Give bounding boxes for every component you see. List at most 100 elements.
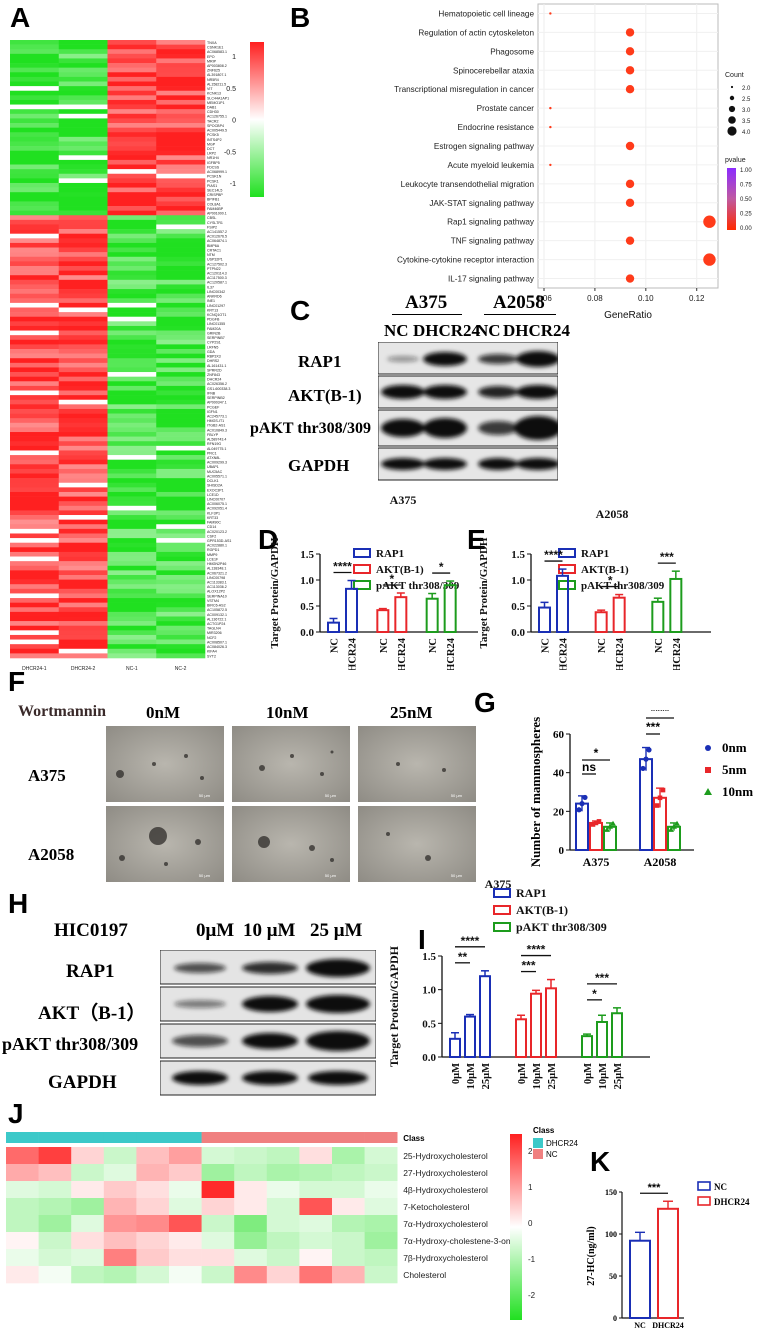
- heatmap-a-cell: [10, 611, 60, 617]
- dotplot-b-count-tick: 2.0: [742, 86, 751, 92]
- heatmap-a-cell: [156, 639, 206, 645]
- heatmap-a-cell: [107, 570, 157, 576]
- heatmap-a-cell: [107, 109, 157, 115]
- heatmap-a-cell: [10, 510, 60, 516]
- heatmap-a-cell: [10, 339, 60, 345]
- heatmap-j-cell: [38, 1147, 72, 1165]
- heatmap-a-gene-label: AC008507.1: [207, 640, 227, 644]
- heatmap-a-cell: [156, 49, 206, 55]
- heatmap-a-cell: [107, 487, 157, 493]
- heatmap-a-cell: [58, 464, 108, 470]
- heatmap-a-gene-label: AC068999.1: [207, 170, 227, 174]
- heatmap-a-gene-label: PTPN22: [207, 267, 221, 271]
- dotplot-b-count-tick: 2.5: [742, 97, 751, 103]
- bar: [425, 597, 439, 633]
- heatmap-a-cell: [58, 123, 108, 128]
- heatmap-a-cell: [156, 150, 206, 156]
- heatmap-a-cell: [58, 653, 108, 659]
- heatmap-a-cell: [156, 86, 206, 92]
- mammosphere-sphere: [309, 845, 315, 851]
- heatmap-a-cell: [156, 206, 206, 211]
- heatmap-a-cell: [58, 298, 108, 304]
- heatmap-a-cell: [58, 455, 108, 460]
- heatmap-a-gene-label: CRISPBP: [207, 193, 223, 197]
- heatmap-a-cell: [10, 316, 60, 322]
- heatmap-a-cell: [107, 81, 157, 87]
- x-tick-label: NC: [597, 638, 608, 653]
- heatmap-j-cell: [71, 1147, 105, 1165]
- heatmap-a-cell: [156, 551, 206, 557]
- heatmap-j-cell: [71, 1232, 105, 1250]
- heatmap-a-gene-label: LCE1F: [207, 557, 219, 561]
- heatmap-a-cell: [156, 90, 206, 96]
- g-sig-label: *: [594, 746, 599, 760]
- heatmap-j-cell: [103, 1266, 137, 1284]
- heatmap-a-cell: [107, 312, 157, 318]
- heatmap-a-cell: [156, 602, 206, 608]
- heatmap-j-cell: [234, 1181, 268, 1199]
- heatmap-j-cell: [266, 1249, 300, 1267]
- heatmap-a-cell: [58, 316, 108, 322]
- heatmap-j-cell: [6, 1181, 39, 1199]
- heatmap-a-cell: [156, 104, 206, 110]
- heatmap-a-gene-label: MEMO1P1: [207, 101, 225, 105]
- g-point: [660, 787, 666, 793]
- heatmap-a-cell: [58, 325, 108, 331]
- heatmap-a-cell: [58, 630, 108, 636]
- bar: [449, 1037, 461, 1059]
- heatmap-a-cell: [58, 72, 108, 78]
- heatmap-a-cell: [156, 565, 206, 571]
- heatmap-a-gene-label: RGPD1: [207, 548, 219, 552]
- heatmap-a-cell: [107, 390, 157, 396]
- heatmap-a-cell: [58, 173, 108, 179]
- heatmap-j-cell: [266, 1147, 300, 1165]
- mammosphere-image: [358, 806, 476, 882]
- mammosphere-sphere: [119, 855, 125, 861]
- heatmap-a-cell: [107, 196, 157, 202]
- heatmap-a-cell: [107, 206, 157, 211]
- x-tick-label: NC: [654, 638, 665, 653]
- heatmap-a-gene-label: AC105872.5: [207, 608, 227, 612]
- heatmap-j-cell: [364, 1215, 398, 1233]
- heatmap-a-cell: [156, 219, 206, 225]
- heatmap-j-cell: [38, 1266, 72, 1284]
- g-legend-label: 0nm: [722, 740, 747, 755]
- heatmap-a-gene-label: AC084026.3: [207, 645, 227, 649]
- heatmap-a-cell: [107, 528, 157, 534]
- heatmap-a-legend-tick: 0: [232, 118, 236, 125]
- sig-label: ***: [595, 971, 609, 985]
- heatmap-a-gene-label: MMP9: [207, 553, 217, 557]
- heatmap-j-cell: [38, 1198, 72, 1216]
- heatmap-a-cell: [10, 367, 60, 373]
- heatmap-a-cell: [10, 284, 60, 290]
- heatmap-a-gene-label: KIFA4: [207, 650, 217, 654]
- heatmap-a-cell: [10, 187, 60, 193]
- heatmap-a-cell: [156, 634, 206, 640]
- heatmap-a-cell: [10, 325, 60, 331]
- g-point: [671, 823, 677, 829]
- g-point: [593, 820, 599, 826]
- heatmap-a-cell: [156, 339, 206, 345]
- panel-label-h: H: [8, 888, 29, 919]
- heatmap-a-cell: [10, 542, 60, 548]
- heatmap-a-cell: [156, 648, 206, 654]
- heatmap-a-cell: [156, 491, 206, 497]
- heatmap-a-cell: [10, 519, 60, 525]
- heatmap-a-cell: [10, 99, 60, 105]
- heatmap-a-cell: [156, 312, 206, 318]
- heatmap-a-cell: [156, 99, 206, 105]
- heatmap-a-cell: [107, 86, 157, 92]
- heatmap-a-cell: [107, 621, 157, 627]
- heatmap-a-cell: [156, 478, 206, 484]
- dotplot-b-count-title: Count: [725, 72, 744, 79]
- heatmap-j-class-swatch: [533, 1149, 543, 1159]
- heatmap-a-legend-tick: -0.5: [224, 149, 236, 156]
- heatmap-a-cell: [10, 644, 60, 650]
- heatmap-a-cell: [58, 487, 108, 493]
- heatmap-a-gene-label: AC126755.1: [207, 115, 227, 119]
- y-axis-label: Target Protein/GAPDH: [269, 537, 281, 648]
- heatmap-a-cell: [10, 445, 60, 451]
- mammosphere-image: [358, 726, 476, 802]
- heatmap-j-cell: [364, 1164, 398, 1182]
- heatmap-a-cell: [58, 607, 108, 613]
